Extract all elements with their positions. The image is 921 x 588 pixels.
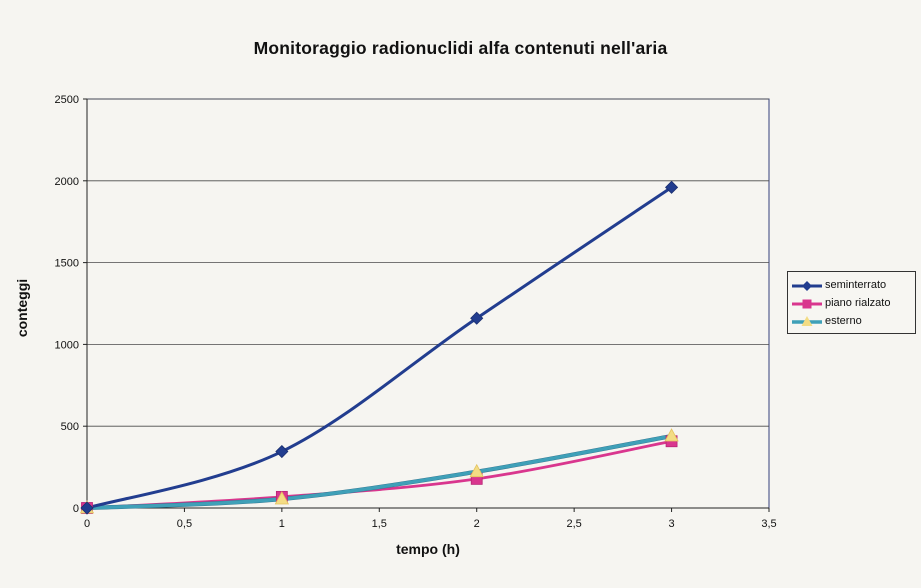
legend-item-esterno: esterno [788,314,915,330]
data-point-esterno-3 [664,428,679,442]
legend-swatch [792,316,822,326]
data-point-seminterrato-2 [470,311,484,325]
legend-swatch [792,281,822,291]
y-tick-label-0: 0 [73,503,79,515]
legend-swatch [792,299,822,309]
data-point-seminterrato-1 [275,444,289,459]
legend-marker [801,316,813,326]
x-tick-label-1: 0,5 [177,518,192,530]
data-point-seminterrato-3 [665,180,679,194]
y-tick-label-4: 2000 [55,176,79,188]
legend-item-piano-rialzato: piano rialzato [788,296,915,312]
data-point-esterno-2 [469,463,484,478]
x-tick-label-3: 1,5 [372,518,387,530]
legend-marker [802,299,812,309]
legend-label: seminterrato [825,279,887,291]
legend-marker [802,281,812,291]
x-tick-label-0: 0 [84,518,90,530]
x-tick-label-7: 3,5 [761,518,776,530]
x-axis-label: tempo (h) [396,541,460,557]
y-tick-label-3: 1500 [55,258,79,270]
series-line-seminterrato [85,185,674,510]
legend-item-seminterrato: seminterrato [788,278,915,294]
chart-title: Monitoraggio radionuclidi alfa contenuti… [253,38,668,58]
series-line-shadow-esterno [84,433,674,511]
x-tick-label-4: 2 [474,518,480,530]
legend: seminterrato piano rialzato esterno [787,271,916,334]
y-tick-label-1: 500 [61,421,79,433]
legend-label: esterno [825,315,862,327]
data-point-esterno-1 [274,491,290,505]
series-line-esterno [85,434,674,510]
data-point-seminterrato-0 [80,501,94,515]
x-tick-label-2: 1 [279,518,285,530]
x-tick-label-6: 3 [669,518,675,530]
x-tick-label-5: 2,5 [566,518,581,530]
legend-label: piano rialzato [825,297,891,309]
y-tick-label-2: 1000 [55,339,79,351]
y-tick-label-5: 2500 [55,94,79,106]
